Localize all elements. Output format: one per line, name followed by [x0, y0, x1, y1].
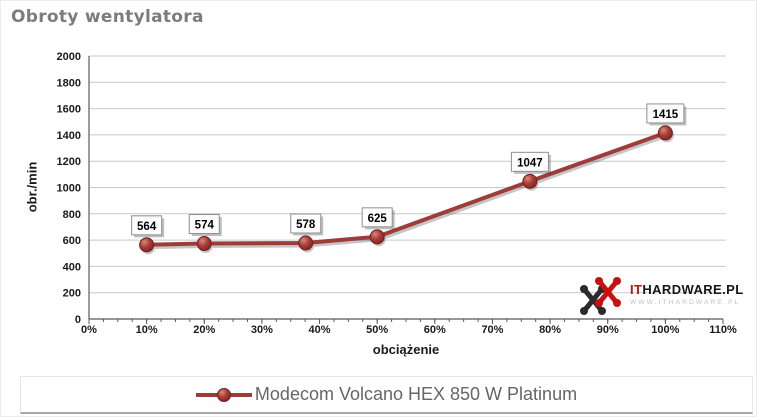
series-line: [139, 125, 674, 255]
data-label: 1047: [510, 151, 551, 174]
y-axis-title: obr./min: [24, 161, 40, 213]
svg-text:1400: 1400: [57, 130, 81, 142]
x-axis-title: obciążenie: [372, 342, 440, 357]
svg-text:564: 564: [137, 221, 157, 233]
svg-text:1415: 1415: [653, 109, 679, 121]
data-label: 564: [131, 215, 165, 238]
svg-text:0%: 0%: [81, 324, 97, 336]
svg-text:70%: 70%: [481, 324, 503, 336]
svg-text:0: 0: [75, 314, 81, 326]
watermark-brand: ITHARDWARE.PL: [630, 283, 744, 296]
svg-text:1000: 1000: [57, 183, 81, 195]
svg-text:30%: 30%: [251, 324, 273, 336]
svg-text:60%: 60%: [424, 324, 446, 336]
legend-series-label: Modecom Volcano HEX 850 W Platinum: [254, 384, 578, 404]
svg-text:600: 600: [63, 235, 81, 247]
legend-series-marker: [195, 387, 252, 402]
svg-text:100%: 100%: [651, 324, 679, 336]
svg-text:40%: 40%: [309, 324, 331, 336]
svg-text:1047: 1047: [517, 157, 543, 169]
plot-area: 0% 10% 20% 30% 40% 50% 60% 70% 80% 90% 100% 110% 0 20…: [57, 51, 737, 336]
svg-text:80%: 80%: [539, 324, 561, 336]
svg-text:200: 200: [63, 288, 81, 300]
ithardware-logo-icon: [580, 277, 621, 315]
data-label: 625: [361, 207, 395, 230]
data-label: 574: [188, 214, 222, 237]
data-labels: 564 574 578 625 1047 1415: [131, 103, 687, 238]
svg-text:625: 625: [368, 213, 388, 225]
chart-title: Obroty wentylatora: [11, 7, 204, 27]
gridlines: [89, 55, 726, 294]
svg-text:10%: 10%: [136, 324, 158, 336]
watermark-url: WWW.ITHARDWARE.PL: [630, 299, 741, 306]
watermark-brand-it: IT: [630, 282, 643, 297]
watermark-text: ITHARDWARE.PL WWW.ITHARDWARE.PL: [630, 283, 744, 306]
svg-text:110%: 110%: [709, 324, 737, 336]
svg-text:2000: 2000: [57, 51, 81, 63]
legend: Modecom Volcano HEX 850 W Platinum: [20, 376, 753, 414]
tick-labels: 0% 10% 20% 30% 40% 50% 60% 70% 80% 90% 100% 110% 0 20…: [57, 51, 737, 336]
svg-text:1200: 1200: [57, 156, 81, 168]
axes: [88, 56, 724, 324]
ithardware-watermark: ITHARDWARE.PL WWW.ITHARDWARE.PL: [575, 275, 744, 317]
svg-text:574: 574: [195, 220, 215, 232]
svg-text:20%: 20%: [193, 324, 215, 336]
watermark-brand-rest: HARDWARE.PL: [642, 282, 744, 297]
data-label: 1415: [646, 103, 687, 126]
svg-text:800: 800: [63, 209, 81, 221]
svg-text:578: 578: [296, 219, 316, 231]
svg-text:1600: 1600: [57, 104, 81, 116]
data-label: 578: [290, 213, 324, 236]
svg-text:1800: 1800: [57, 77, 81, 89]
svg-text:400: 400: [63, 261, 81, 273]
svg-text:90%: 90%: [597, 324, 619, 336]
svg-text:50%: 50%: [366, 324, 388, 336]
